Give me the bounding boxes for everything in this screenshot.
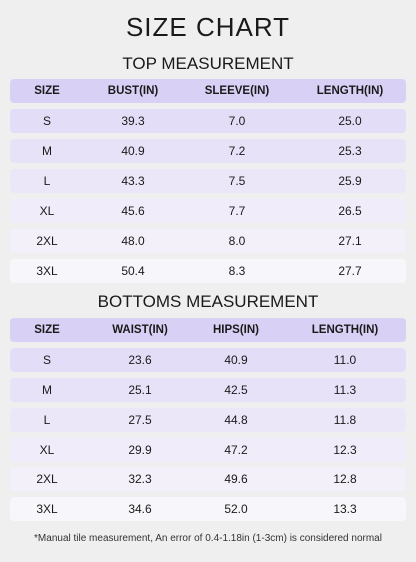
table-cell: L — [43, 413, 51, 427]
table-cell: 2XL — [36, 234, 58, 248]
table-cell: 11.0 — [333, 353, 357, 367]
table-row: 3XL 50.4 8.3 27.7 — [10, 259, 406, 283]
table-cell: 2XL — [36, 472, 58, 486]
column-header: LENGTH(IN) — [311, 324, 379, 336]
table-cell: 29.9 — [128, 443, 152, 457]
table-cell: 49.6 — [224, 472, 248, 486]
table-cell: 27.5 — [128, 413, 152, 427]
table-cell: 48.0 — [121, 234, 145, 248]
footnote: *Manual tile measurement, An error of 0.… — [34, 533, 382, 544]
table-row: M 40.9 7.2 25.3 — [10, 139, 406, 163]
table-cell: 3XL — [36, 502, 58, 516]
table-cell: 11.3 — [333, 383, 357, 397]
table-cell: 50.4 — [121, 264, 145, 278]
table-cell: 13.3 — [333, 502, 357, 516]
table-cell: 27.1 — [338, 234, 362, 248]
table-cell: 34.6 — [128, 502, 152, 516]
table-cell: 25.9 — [338, 174, 362, 188]
table-cell: L — [43, 174, 51, 188]
table-cell: 8.3 — [228, 264, 246, 278]
table-cell: 40.9 — [121, 144, 145, 158]
table-cell: S — [42, 114, 52, 128]
table-cell: 27.7 — [338, 264, 362, 278]
table-cell: 47.2 — [224, 443, 248, 457]
table-row: L 43.3 7.5 25.9 — [10, 169, 406, 193]
table-cell: 52.0 — [224, 502, 248, 516]
table-row: XL 45.6 7.7 26.5 — [10, 199, 406, 223]
table-row: 2XL 32.3 49.6 12.8 — [10, 467, 406, 491]
column-header: SIZE — [34, 324, 60, 336]
table-cell: XL — [39, 204, 55, 218]
table-cell: 32.3 — [128, 472, 152, 486]
table-cell: 43.3 — [121, 174, 145, 188]
table-cell: 23.6 — [128, 353, 152, 367]
table-cell: 3XL — [36, 264, 58, 278]
table-cell: 45.6 — [121, 204, 145, 218]
table-cell: 25.0 — [338, 114, 362, 128]
table-header-row: SIZE WAIST(IN) HIPS(IN) LENGTH(IN) — [10, 318, 406, 342]
table-row: M 25.1 42.5 11.3 — [10, 378, 406, 402]
section-title: TOP MEASUREMENT — [122, 54, 294, 73]
table-cell: 40.9 — [224, 353, 248, 367]
table-row: S 39.3 7.0 25.0 — [10, 109, 406, 133]
column-header: BUST(IN) — [107, 85, 159, 97]
table-cell: 25.3 — [338, 144, 362, 158]
table-row: L 27.5 44.8 11.8 — [10, 408, 406, 432]
section-title: BOTTOMS MEASUREMENT — [97, 292, 319, 311]
table-cell: M — [42, 383, 52, 397]
table-cell: 7.0 — [228, 114, 246, 128]
table-row: XL 29.9 47.2 12.3 — [10, 438, 406, 462]
table-cell: 7.7 — [228, 204, 246, 218]
table-cell: 25.1 — [128, 383, 152, 397]
table-cell: 42.5 — [224, 383, 248, 397]
table-cell: 12.3 — [333, 443, 357, 457]
page-title: SIZE CHART — [125, 12, 291, 42]
table-header-row: SIZE BUST(IN) SLEEVE(IN) LENGTH(IN) — [10, 79, 406, 103]
table-row: 3XL 34.6 52.0 13.3 — [10, 497, 406, 521]
table-row: S 23.6 40.9 11.0 — [10, 348, 406, 372]
table-cell: M — [42, 144, 52, 158]
column-header: WAIST(IN) — [112, 324, 168, 336]
table-row: 2XL 48.0 8.0 27.1 — [10, 229, 406, 253]
table-cell: 44.8 — [224, 413, 248, 427]
column-header: HIPS(IN) — [213, 324, 259, 336]
table-cell: 26.5 — [338, 204, 362, 218]
column-header: LENGTH(IN) — [316, 85, 384, 97]
table-cell: XL — [39, 443, 55, 457]
table-cell: 11.8 — [333, 413, 357, 427]
table-cell: 7.5 — [228, 174, 246, 188]
table-cell: 39.3 — [121, 114, 145, 128]
column-header: SLEEVE(IN) — [204, 85, 270, 97]
column-header: SIZE — [34, 85, 60, 97]
table-cell: 12.8 — [333, 472, 357, 486]
table-cell: 7.2 — [228, 144, 246, 158]
table-cell: S — [42, 353, 52, 367]
table-cell: 8.0 — [228, 234, 246, 248]
